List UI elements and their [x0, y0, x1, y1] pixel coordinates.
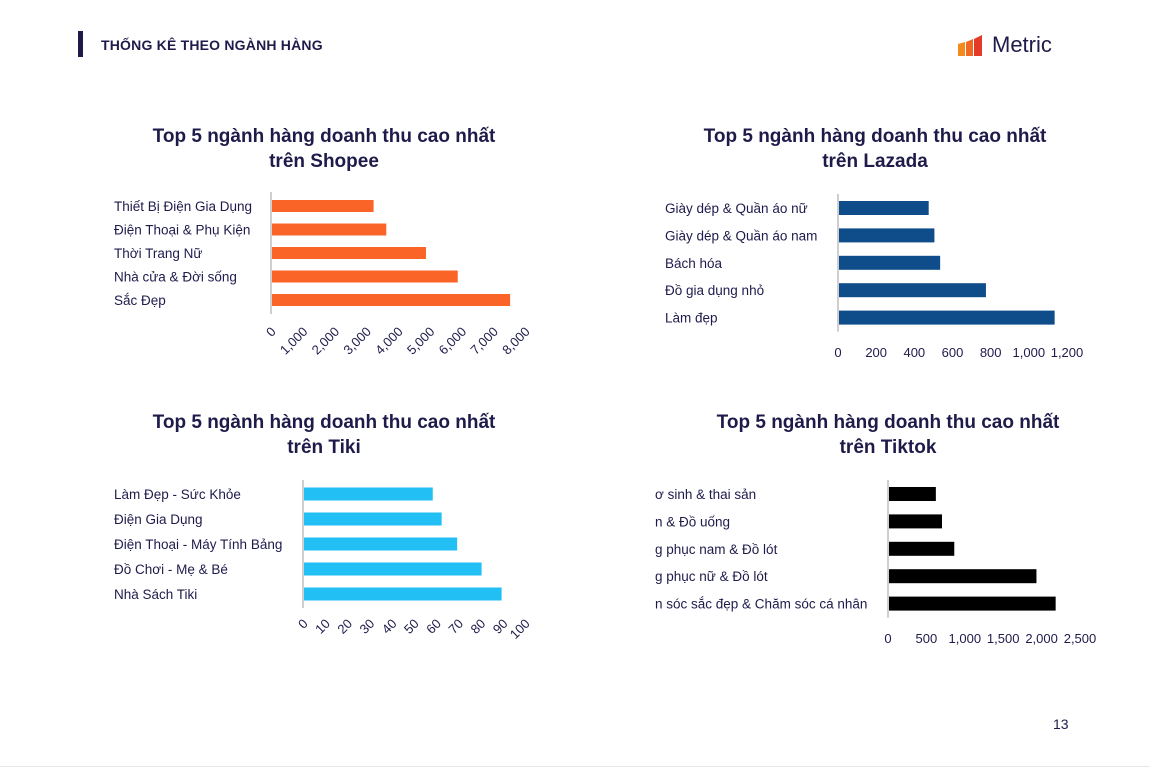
brand-logo: Metric: [958, 32, 1052, 58]
bar: [304, 512, 442, 526]
bar: [272, 270, 458, 283]
tick-label: 40: [379, 616, 400, 637]
category-label: Sắc Đẹp: [114, 293, 166, 308]
category-label: n & Đồ uống: [655, 514, 730, 529]
header-accent-bar: [78, 31, 83, 57]
category-label: Đồ gia dụng nhỏ: [665, 283, 764, 298]
logo-bars-icon: [958, 35, 982, 56]
bar: [304, 537, 458, 551]
tick-label: 6,000: [436, 324, 470, 358]
tick-label: 0: [884, 631, 891, 646]
bar: [889, 569, 1037, 584]
bar: [889, 487, 936, 501]
chart-0: Top 5 ngành hàng doanh thu cao nhất trên …: [114, 126, 533, 357]
tick-label: 1,200: [1051, 345, 1084, 360]
bar: [272, 247, 426, 259]
category-label: Nhà Sách Tiki: [114, 587, 197, 602]
chart-title: trên Tiktok: [840, 437, 937, 458]
tick-label: 0: [834, 345, 841, 360]
tick-label: 2,000: [309, 324, 343, 358]
chart-3: Top 5 ngành hàng doanh thu cao nhất trên …: [655, 412, 1096, 646]
bar: [889, 541, 955, 556]
tick-label: 90: [490, 616, 511, 637]
category-label: Bách hóa: [665, 256, 723, 271]
bar: [272, 223, 387, 236]
category-label: Điện Thoại & Phụ Kiện: [114, 223, 250, 238]
tick-label: 8,000: [499, 324, 533, 358]
bar: [889, 596, 1056, 611]
category-label: Điện Gia Dụng: [114, 512, 203, 527]
category-label: Thời Trang Nữ: [114, 246, 202, 261]
tick-label: 1,000: [277, 324, 311, 358]
bar: [839, 310, 1055, 325]
tick-label: 3,000: [340, 324, 374, 358]
bar: [889, 514, 942, 529]
bar: [304, 487, 433, 501]
chart-title: Top 5 ngành hàng doanh thu cao nhất: [717, 412, 1060, 433]
chart-2: Top 5 ngành hàng doanh thu cao nhất trên …: [114, 412, 533, 642]
page-number: 13: [1053, 716, 1069, 732]
tick-label: 70: [445, 616, 466, 637]
category-label: g phục nam & Đồ lót: [655, 542, 778, 557]
bar: [272, 294, 511, 306]
chart-title: Top 5 ngành hàng doanh thu cao nhất: [153, 412, 496, 433]
chart-title: trên Lazada: [822, 151, 928, 172]
chart-title: trên Tiki: [287, 437, 361, 458]
tick-label: 2,000: [1025, 631, 1058, 646]
category-label: Giày dép & Quần áo nữ: [665, 201, 808, 216]
category-label: g phục nữ & Đồ lót: [655, 569, 768, 584]
category-label: Điện Thoại - Máy Tính Bảng: [114, 537, 282, 552]
tick-label: 200: [865, 345, 887, 360]
tick-label: 600: [942, 345, 964, 360]
tick-label: 1,000: [1013, 345, 1046, 360]
chart-title: trên Shopee: [269, 151, 379, 172]
bar: [839, 283, 986, 298]
tick-label: 0: [295, 616, 311, 632]
category-label: n sóc sắc đẹp & Chăm sóc cá nhân: [655, 597, 867, 612]
tick-label: 1,500: [987, 631, 1020, 646]
category-label: Giày dép & Quần áo nam: [665, 228, 817, 243]
tick-label: 400: [903, 345, 925, 360]
tick-label: 4,000: [372, 324, 406, 358]
chart-1: Top 5 ngành hàng doanh thu cao nhất trên …: [665, 126, 1083, 360]
tick-label: 0: [263, 324, 279, 340]
bar: [304, 562, 482, 576]
category-label: Đồ Chơi - Mẹ & Bé: [114, 562, 228, 577]
tick-label: 20: [334, 616, 355, 637]
tick-label: 1,000: [949, 631, 982, 646]
tick-label: 80: [468, 616, 489, 637]
tick-label: 10: [312, 616, 333, 637]
bar: [839, 201, 929, 215]
tick-label: 50: [401, 616, 422, 637]
bar: [304, 587, 502, 601]
bar: [839, 255, 941, 270]
tick-label: 100: [507, 616, 533, 642]
tick-label: 7,000: [467, 324, 501, 358]
tick-label: 500: [916, 631, 938, 646]
bar: [839, 228, 935, 243]
tick-label: 5,000: [404, 324, 438, 358]
tick-label: 30: [357, 616, 378, 637]
page-title: THỐNG KÊ THEO NGÀNH HÀNG: [101, 37, 323, 53]
category-label: Làm đẹp: [665, 311, 718, 326]
bar: [272, 200, 374, 212]
category-label: Thiết Bị Điện Gia Dụng: [114, 199, 252, 214]
chart-title: Top 5 ngành hàng doanh thu cao nhất: [153, 126, 496, 147]
brand-name: Metric: [992, 32, 1052, 57]
category-label: Làm Đẹp - Sức Khỏe: [114, 487, 241, 502]
tick-label: 800: [980, 345, 1002, 360]
tick-label: 2,500: [1064, 631, 1097, 646]
category-label: Nhà cửa & Đời sống: [114, 270, 237, 285]
chart-title: Top 5 ngành hàng doanh thu cao nhất: [704, 126, 1047, 147]
tick-label: 60: [423, 616, 444, 637]
category-label: ơ sinh & thai sản: [655, 487, 756, 502]
